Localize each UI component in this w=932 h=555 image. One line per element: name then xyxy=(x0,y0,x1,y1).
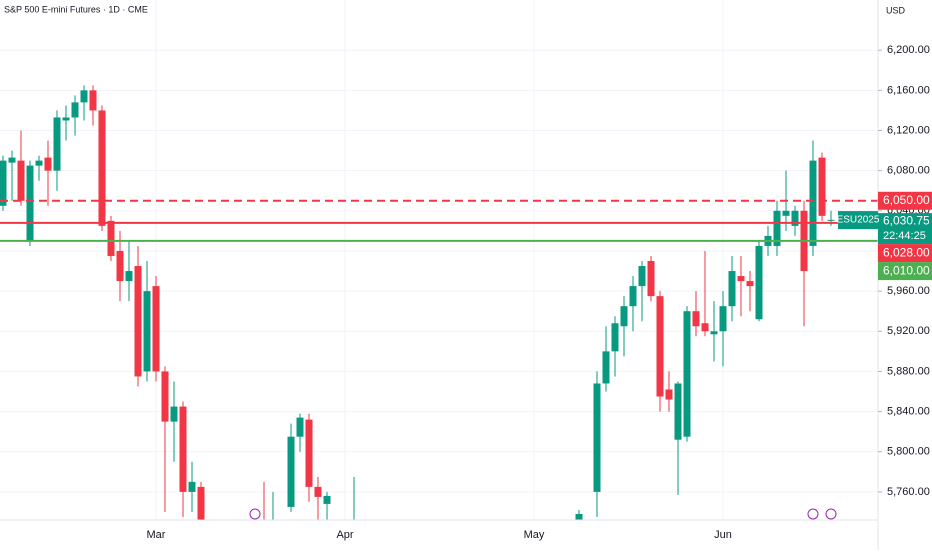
candle-body xyxy=(656,296,664,397)
y-tick-label: 6,160.00 xyxy=(887,84,930,96)
y-tick-label: 6,120.00 xyxy=(887,124,930,136)
candle-body xyxy=(683,311,691,437)
candle-body xyxy=(314,486,322,497)
level-price-label: 6,028.00 xyxy=(883,245,930,259)
candle-body xyxy=(197,486,205,520)
candle-body xyxy=(44,157,52,171)
candle-body xyxy=(692,311,700,327)
candle-body xyxy=(134,266,142,377)
level-price-box xyxy=(878,244,932,263)
level-price-box xyxy=(878,191,932,210)
candle-body xyxy=(575,513,583,520)
plot-area xyxy=(0,0,878,520)
y-tick-label: 5,800.00 xyxy=(887,446,930,458)
level-price-label: 6,010.00 xyxy=(883,263,930,277)
candle-body xyxy=(629,286,637,307)
candle-body xyxy=(665,389,673,400)
candle-body xyxy=(0,160,7,206)
y-tick-label: 5,960.00 xyxy=(887,285,930,297)
candle-body xyxy=(188,481,196,492)
event-icon[interactable] xyxy=(825,508,837,520)
candle-body xyxy=(701,323,709,332)
candle-body xyxy=(53,117,61,171)
current-price-label: 6,030.75 xyxy=(883,213,930,227)
x-tick-label: Apr xyxy=(336,529,353,541)
event-icon[interactable] xyxy=(807,508,819,520)
level-price-label: 6,050.00 xyxy=(883,193,930,207)
x-tick-label: May xyxy=(524,529,545,541)
candle-body xyxy=(818,157,826,216)
y-tick-label: 5,840.00 xyxy=(887,405,930,417)
symbol-box xyxy=(838,211,878,230)
candle-body xyxy=(674,383,682,440)
countdown-label: 22:44:25 xyxy=(883,230,926,242)
candle-body xyxy=(746,281,754,287)
candle-body xyxy=(305,419,313,487)
candle-body xyxy=(17,160,25,201)
candle-body xyxy=(296,417,304,437)
candle-body xyxy=(728,271,736,307)
candle-body xyxy=(719,306,727,332)
y-tick-label: 5,880.00 xyxy=(887,365,930,377)
candle-body xyxy=(593,383,601,492)
candle-body xyxy=(710,331,718,335)
current-price-box xyxy=(878,213,932,245)
candle-body xyxy=(8,157,16,163)
candle-body xyxy=(170,406,178,422)
event-icons xyxy=(249,508,837,520)
currency-label: USD xyxy=(886,5,906,15)
candle-body xyxy=(179,406,187,492)
candle-body xyxy=(773,210,781,246)
candle-body xyxy=(26,165,34,241)
candle-body xyxy=(125,271,133,282)
candle-body xyxy=(755,245,763,320)
chart-title: S&P 500 E-mini Futures · 1D · CME xyxy=(4,4,148,14)
candle-body xyxy=(287,436,295,507)
event-icon[interactable] xyxy=(249,508,261,520)
candle-body xyxy=(98,110,106,226)
y-tick-label: 6,200.00 xyxy=(887,44,930,56)
candle-body xyxy=(620,306,628,327)
y-tick-label: 6,080.00 xyxy=(887,165,930,177)
candle-body xyxy=(71,102,79,118)
candle-body xyxy=(80,90,88,103)
candle-body xyxy=(143,291,151,372)
candle-body xyxy=(809,160,817,246)
candle-body xyxy=(62,117,70,121)
candle-body xyxy=(161,371,169,422)
candle-body xyxy=(647,261,655,297)
candle-body xyxy=(737,276,745,282)
candle-body xyxy=(827,219,835,221)
candle-body xyxy=(89,90,97,111)
candle-body xyxy=(782,210,790,216)
y-tick-label: 5,920.00 xyxy=(887,325,930,337)
candle-body xyxy=(638,266,646,287)
candle-body xyxy=(611,323,619,352)
candle-body xyxy=(323,495,331,504)
candle-body xyxy=(602,351,610,384)
candle-body xyxy=(791,210,799,226)
x-tick-label: Mar xyxy=(147,529,166,541)
symbol-label: ESU2025 xyxy=(837,215,880,226)
x-tick-label: Jun xyxy=(714,529,732,541)
candle-body xyxy=(152,286,160,372)
candle-body xyxy=(116,250,124,282)
level-price-box xyxy=(878,262,932,281)
y-tick-label: 5,760.00 xyxy=(887,486,930,498)
candle-body xyxy=(107,220,115,256)
candle-body xyxy=(35,160,43,166)
